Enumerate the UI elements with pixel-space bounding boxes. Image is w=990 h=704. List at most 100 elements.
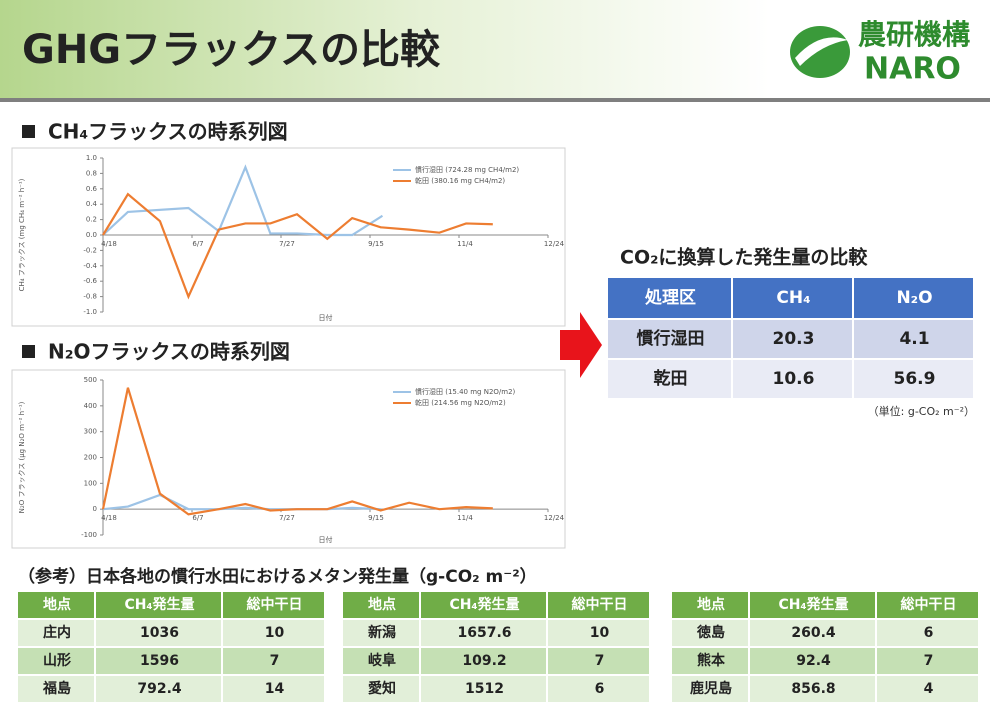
chart-title: N₂Oフラックスの時系列図 xyxy=(48,340,290,364)
body-cell xyxy=(877,676,978,702)
y-tick-label: -0.6 xyxy=(83,277,97,285)
cell-text: 14 xyxy=(265,681,285,697)
cell-text: 792.4 xyxy=(137,681,182,697)
body-cell xyxy=(672,648,748,674)
header-cell xyxy=(421,592,546,618)
header-text: CH₄ xyxy=(776,288,810,308)
body-cell xyxy=(672,620,748,646)
y-tick-label: -0.4 xyxy=(83,262,97,270)
body-cell xyxy=(343,676,419,702)
x-tick-label: 12/24 xyxy=(544,240,565,248)
header-text: 地点 xyxy=(697,596,725,613)
arrow xyxy=(560,312,602,378)
cell-text: 福島 xyxy=(42,680,71,697)
logo-leaf xyxy=(795,37,848,66)
cell-text: 徳島 xyxy=(696,624,725,641)
cell-text: 56.9 xyxy=(894,369,936,389)
header-cell xyxy=(877,592,978,618)
cell-text: 7 xyxy=(595,653,605,669)
cell-text: 1596 xyxy=(140,653,179,669)
y-tick-label: 500 xyxy=(84,376,97,384)
bullet xyxy=(22,345,35,358)
cell-text: 愛知 xyxy=(368,680,396,697)
cell-text: 1512 xyxy=(465,681,504,697)
line-series xyxy=(102,192,493,300)
line-series xyxy=(101,387,493,516)
body-cell xyxy=(18,676,94,702)
cell-text: 山形 xyxy=(43,652,71,669)
body-cell xyxy=(672,676,748,702)
cell-text: 260.4 xyxy=(791,625,836,641)
legend-label: 慣行湿田 (724.28 mg CH4/m2) xyxy=(415,165,519,174)
y-tick-label: -0.8 xyxy=(83,293,97,301)
y-tick-label: 0 xyxy=(93,505,97,513)
x-tick-label: 4/18 xyxy=(101,514,117,522)
page-title: GHGフラックスの比較 xyxy=(22,27,441,73)
header-text: 総中干日 xyxy=(901,596,957,613)
logo-icon xyxy=(790,26,850,78)
header-cell xyxy=(672,592,748,618)
y-tick-label: -100 xyxy=(81,531,97,539)
body-cell xyxy=(548,648,649,674)
y-tick-label: -0.2 xyxy=(83,246,97,254)
header-text: CH₄発生量 xyxy=(449,596,519,613)
body-cell xyxy=(608,360,731,398)
body-cell xyxy=(421,620,546,646)
cell-text: 岐阜 xyxy=(368,652,396,669)
y-tick-label: 0.4 xyxy=(86,200,98,208)
header-cell xyxy=(733,278,852,318)
logo: 農研機構 NARO xyxy=(790,18,970,87)
header-text: 処理区 xyxy=(644,288,696,308)
logo-en: NARO xyxy=(864,52,961,87)
cell-text: 新潟 xyxy=(368,624,396,641)
x-tick-label: 11/4 xyxy=(457,514,473,522)
x-axis-label: 日付 xyxy=(319,535,333,544)
y-tick-label: 0.2 xyxy=(86,216,97,224)
y-tick-label: 200 xyxy=(84,454,97,462)
x-axis-label: 日付 xyxy=(319,313,333,322)
cell-text: 10 xyxy=(590,625,610,641)
body-cell xyxy=(750,648,875,674)
body-cell xyxy=(750,676,875,702)
cell-text: 856.8 xyxy=(791,681,835,697)
body-cell xyxy=(18,620,94,646)
header-band xyxy=(0,0,770,100)
body-cell xyxy=(421,648,546,674)
body-cell xyxy=(877,620,978,646)
header-cell xyxy=(223,592,324,618)
body-cell xyxy=(223,676,324,702)
x-tick-label: 11/4 xyxy=(457,240,473,248)
cell-text: 熊本 xyxy=(697,652,726,669)
body-cell xyxy=(854,320,973,358)
legend-label: 乾田 (214.56 mg N2O/m2) xyxy=(415,398,506,407)
header-text: 地点 xyxy=(368,596,396,613)
body-cell xyxy=(96,620,221,646)
body-cell xyxy=(548,676,649,702)
y-tick-label: 300 xyxy=(84,428,97,436)
chart-title: CH₄フラックスの時系列図 xyxy=(48,120,288,144)
legend-label: 慣行湿田 (15.40 mg N2O/m2) xyxy=(415,387,516,396)
cell-text: 1657.6 xyxy=(457,625,511,641)
cell-text: 20.3 xyxy=(773,329,815,349)
x-tick-label: 6/7 xyxy=(192,240,203,248)
cell-text: 6 xyxy=(924,625,934,641)
x-tick-label: 7/27 xyxy=(279,514,295,522)
x-tick-label: 7/27 xyxy=(279,240,295,248)
body-cell xyxy=(733,360,852,398)
bullet xyxy=(22,125,35,138)
body-cell xyxy=(854,360,973,398)
cell-text: 10.6 xyxy=(773,369,815,389)
header-rule xyxy=(0,98,990,102)
table-title: CO₂に換算した発生量の比較 xyxy=(620,246,868,269)
body-cell xyxy=(750,620,875,646)
body-cell xyxy=(421,676,546,702)
header-text: CH₄発生量 xyxy=(124,596,194,613)
cell-text: 7 xyxy=(924,653,934,669)
cell-text: 1036 xyxy=(140,625,179,641)
body-cell xyxy=(96,676,221,702)
line-series xyxy=(102,164,384,237)
header-cell xyxy=(18,592,94,618)
x-tick-label: 4/18 xyxy=(101,240,117,248)
line-series xyxy=(102,493,381,511)
